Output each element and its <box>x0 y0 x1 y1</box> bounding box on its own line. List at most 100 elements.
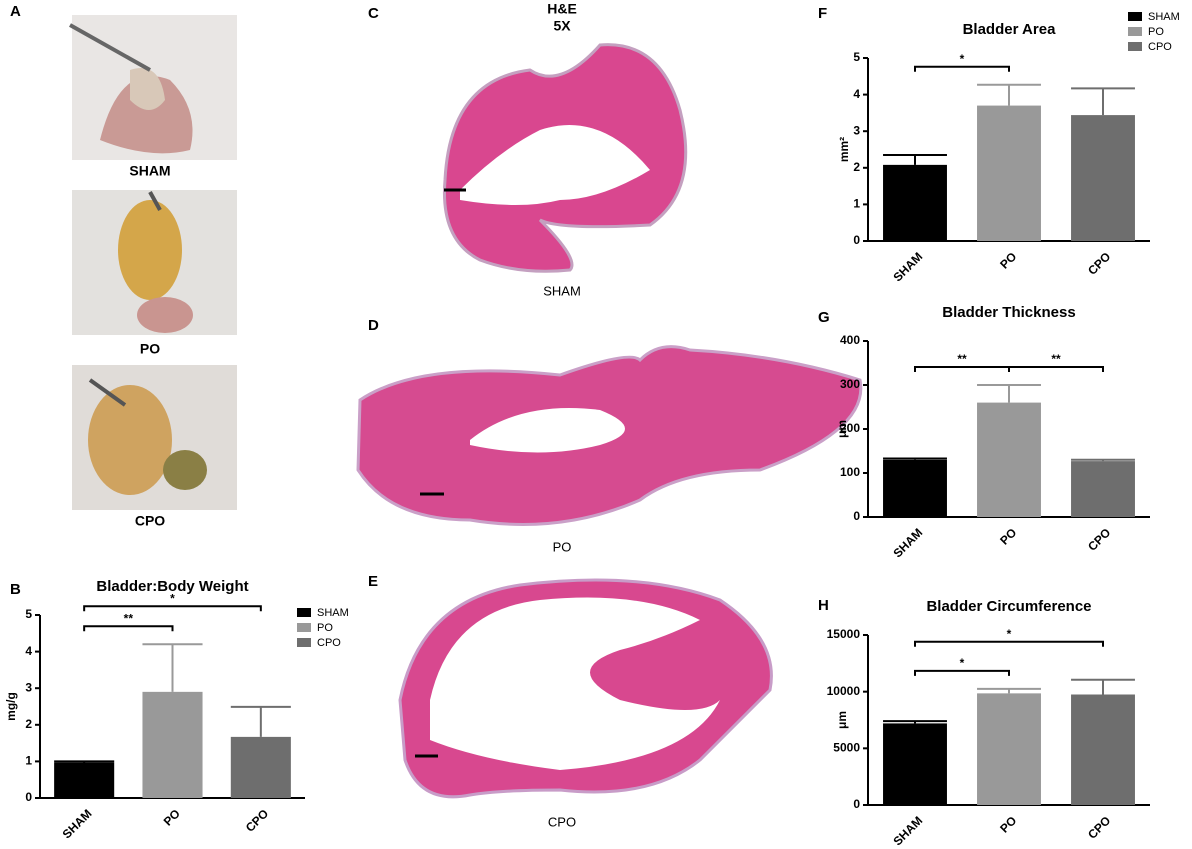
y-axis-label: μm <box>835 420 849 438</box>
significance-bracket <box>914 65 1010 72</box>
legend-label: CPO <box>1148 41 1172 53</box>
y-tick-label: 0 <box>25 790 32 804</box>
photo-detail <box>163 450 207 490</box>
histology-lumen <box>460 125 650 205</box>
photo-detail <box>148 191 162 211</box>
significance-label: * <box>1007 627 1012 641</box>
y-tick-label: 1 <box>25 754 32 768</box>
histology-lumen <box>470 408 625 453</box>
chart-title: Bladder Circumference <box>926 598 1091 615</box>
y-tick-label: 3 <box>25 680 32 694</box>
photo-detail <box>118 200 182 300</box>
x-tick-label: SHAM <box>60 806 95 841</box>
legend-label: PO <box>1148 26 1164 38</box>
legend-swatch <box>297 623 311 632</box>
y-tick-label: 0 <box>853 509 860 523</box>
histology-caption: PO <box>553 539 572 554</box>
significance-label: ** <box>957 352 967 366</box>
y-tick-label: 4 <box>25 644 32 658</box>
significance-bracket <box>914 366 1010 372</box>
legend-swatch <box>1128 42 1142 51</box>
bar <box>977 693 1041 805</box>
y-tick-label: 5 <box>853 50 860 64</box>
significance-label: ** <box>1051 352 1061 366</box>
y-tick-label: 400 <box>840 333 860 347</box>
bar <box>1071 115 1135 241</box>
panel-label: H <box>818 597 829 614</box>
significance-label: * <box>960 52 965 66</box>
bar <box>142 691 203 798</box>
bar <box>1071 694 1135 805</box>
photo-detail <box>69 23 151 72</box>
significance-bracket <box>914 640 1104 647</box>
stain-label: H&E <box>547 1 577 17</box>
significance-bracket <box>1008 366 1104 372</box>
y-tick-label: 3 <box>853 123 860 137</box>
y-tick-label: 5 <box>25 607 32 621</box>
panel-label: D <box>368 317 379 334</box>
legend-label: SHAM <box>1148 11 1180 23</box>
y-tick-label: 10000 <box>827 684 861 698</box>
legend-swatch <box>297 608 311 617</box>
x-tick-label: SHAM <box>890 525 925 560</box>
histology-lumen <box>430 597 720 770</box>
panel-label: E <box>368 573 378 590</box>
legend-swatch <box>1128 27 1142 36</box>
chart-title: Bladder Area <box>963 21 1056 38</box>
bar <box>883 164 947 241</box>
y-tick-label: 0 <box>853 233 860 247</box>
bar <box>883 459 947 517</box>
photo-caption: SHAM <box>129 163 170 179</box>
x-tick-label: PO <box>997 249 1019 271</box>
bar <box>230 736 291 798</box>
y-tick-label: 15000 <box>827 627 861 641</box>
panel-label: B <box>10 581 21 598</box>
legend-swatch <box>297 638 311 647</box>
y-tick-label: 2 <box>853 160 860 174</box>
photo-panel <box>69 15 237 510</box>
bar <box>977 402 1041 517</box>
y-tick-label: 200 <box>840 421 860 435</box>
significance-bracket <box>83 605 262 612</box>
x-tick-label: CPO <box>243 806 271 834</box>
y-tick-label: 1 <box>853 197 860 211</box>
y-tick-label: 300 <box>840 377 860 391</box>
bar <box>977 105 1041 241</box>
significance-label: * <box>960 656 965 670</box>
y-axis-label: μm <box>835 711 849 729</box>
significance-label: * <box>170 591 175 605</box>
chart-title: Bladder:Body Weight <box>96 578 248 595</box>
y-tick-label: 5000 <box>833 741 860 755</box>
y-axis-label: mg/g <box>4 692 18 721</box>
photo-detail <box>130 68 165 110</box>
photo-detail <box>88 378 127 407</box>
x-tick-label: PO <box>997 813 1019 835</box>
x-tick-label: PO <box>997 525 1019 547</box>
y-tick-label: 0 <box>853 797 860 811</box>
bar <box>1071 461 1135 517</box>
panel-label: C <box>368 5 379 22</box>
legend-label: CPO <box>317 637 341 649</box>
panel-label: F <box>818 5 827 22</box>
significance-label: ** <box>124 611 134 625</box>
histology-caption: SHAM <box>543 283 581 298</box>
y-axis-label: mm² <box>837 137 851 162</box>
photo-caption: PO <box>140 341 160 357</box>
x-tick-label: PO <box>161 806 183 828</box>
legend-swatch <box>1128 12 1142 21</box>
histology-caption: CPO <box>548 814 576 829</box>
significance-bracket <box>914 669 1010 676</box>
x-tick-label: SHAM <box>890 249 925 284</box>
photo-detail <box>88 385 172 495</box>
panel-label: G <box>818 309 830 326</box>
panel-label: A <box>10 3 21 20</box>
x-tick-label: CPO <box>1085 813 1113 841</box>
significance-bracket <box>83 625 174 632</box>
photo-detail <box>100 76 193 154</box>
photo-detail <box>137 297 193 333</box>
y-tick-label: 4 <box>853 87 860 101</box>
photo-caption: CPO <box>135 513 165 529</box>
x-tick-label: SHAM <box>890 813 925 848</box>
y-tick-label: 2 <box>25 717 32 731</box>
